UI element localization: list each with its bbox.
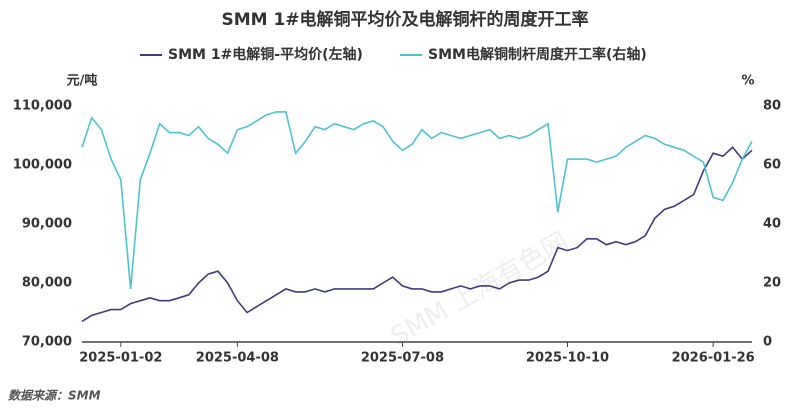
- y2-tick-label: 0: [763, 335, 772, 350]
- y2-tick-label: 80: [763, 99, 781, 114]
- chart-title: SMM 1#电解铜平均价及电解铜杆的周度开工率: [221, 9, 588, 30]
- x-tick-label: 2025-01-02: [79, 351, 162, 366]
- x-tick-label: 2025-07-08: [361, 351, 444, 366]
- y-unit: 元/吨: [67, 73, 98, 89]
- y-tick-label: 90,000: [22, 217, 72, 232]
- x-tick-label: 2026-01-26: [672, 351, 755, 366]
- series-line: [81, 111, 753, 289]
- source: 数据来源：SMM: [8, 389, 101, 403]
- y2-tick-label: 40: [763, 217, 781, 232]
- y-tick-label: 70,000: [22, 335, 72, 350]
- y2-tick-label: 60: [763, 158, 781, 173]
- series-line: [81, 146, 753, 323]
- y2-tick-label: 20: [763, 276, 781, 291]
- y-tick-label: 110,000: [13, 99, 72, 114]
- legend-label: SMM 1#电解铜-平均价(左轴): [168, 46, 363, 63]
- legend-label: SMM电解铜制杆周度开工率(右轴): [428, 46, 647, 63]
- x-tick-label: 2025-10-10: [526, 351, 609, 366]
- y2-unit: %: [741, 74, 754, 89]
- y-tick-label: 80,000: [22, 276, 72, 291]
- x-tick-label: 2025-04-08: [196, 351, 279, 366]
- y-tick-label: 100,000: [13, 158, 72, 173]
